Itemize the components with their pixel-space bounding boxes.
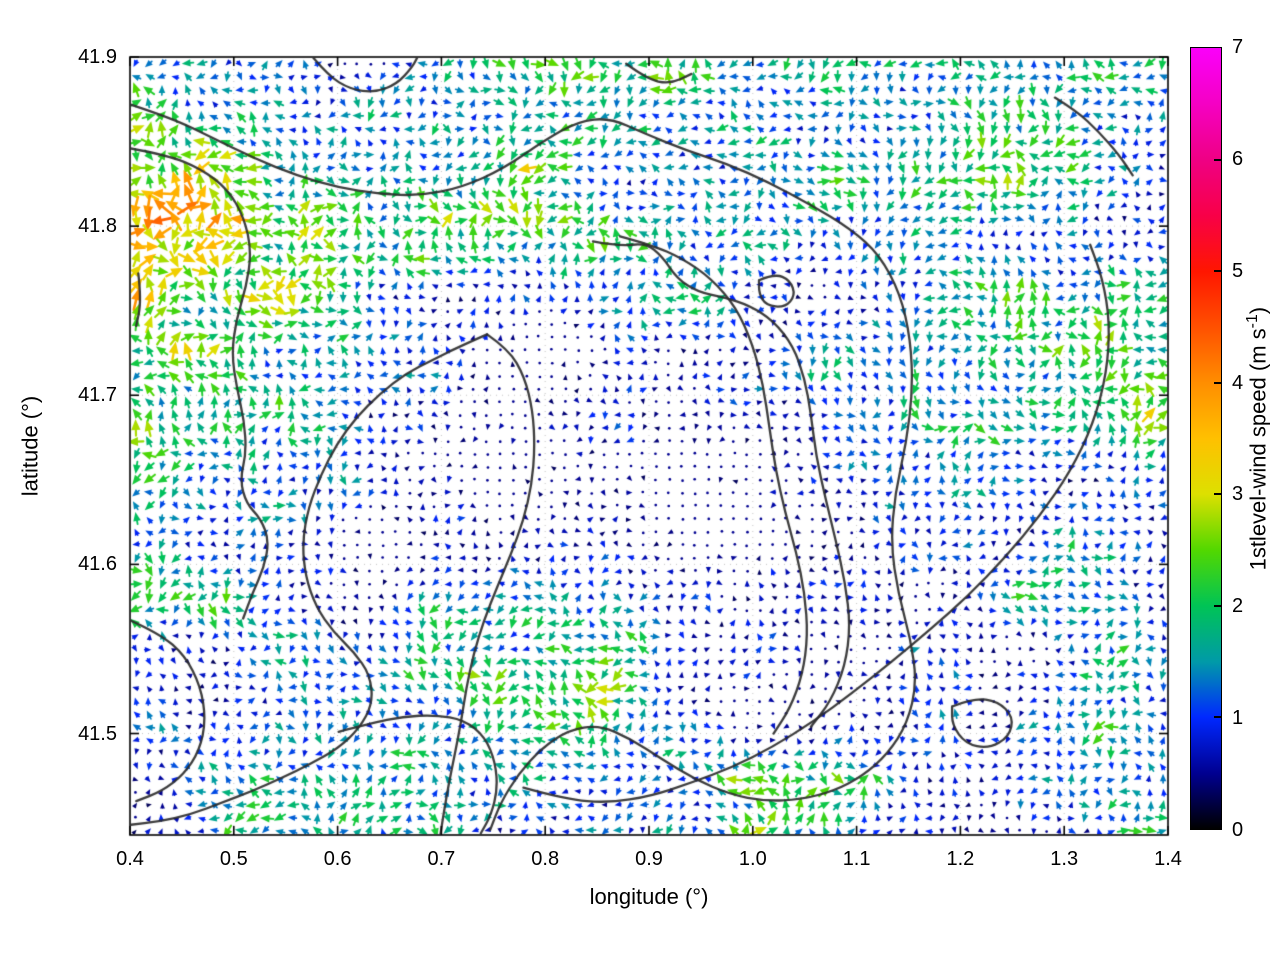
colorbar-tick-label: 6 xyxy=(1232,147,1244,170)
colorbar-label-suffix: ) xyxy=(1245,306,1271,315)
y-axis-label-text: latitude (°) xyxy=(17,395,43,497)
x-tick-label: 1.3 xyxy=(1050,848,1079,870)
x-tick-label: 1.0 xyxy=(738,848,767,870)
colorbar-tick-label: 3 xyxy=(1232,483,1244,506)
x-tick-label: 0.9 xyxy=(635,848,663,870)
y-axis-label: latitude (°) xyxy=(12,57,48,835)
x-tick-label: 0.8 xyxy=(531,848,560,870)
y-tick-label: 41.8 xyxy=(78,215,117,238)
y-tick-label: 41.5 xyxy=(78,722,117,745)
x-tick-label: 1.4 xyxy=(1154,848,1182,870)
x-tick-label: 0.7 xyxy=(427,848,456,870)
x-tick-label: 0.4 xyxy=(116,848,144,870)
x-tick-label: 0.5 xyxy=(219,848,248,870)
colorbar-label: 1stlevel-wind speed (m s-1) xyxy=(1238,47,1278,830)
colorbar-label-prefix: 1stlevel-wind speed (m s xyxy=(1245,328,1271,571)
colorbar-label-superscript: -1 xyxy=(1244,314,1262,329)
colorbar-tick-label: 7 xyxy=(1232,36,1244,58)
colorbar-label-text: 1stlevel-wind speed (m s-1) xyxy=(1244,307,1271,571)
y-tick-label: 41.9 xyxy=(78,46,117,68)
x-tick-label: 1.1 xyxy=(842,848,871,870)
colorbar-tick-label: 2 xyxy=(1232,595,1244,618)
y-tick-label: 41.6 xyxy=(78,553,117,576)
colorbar-tick xyxy=(1214,158,1221,161)
colorbar-tick-label: 5 xyxy=(1232,259,1244,282)
colorbar-gradient xyxy=(1190,47,1222,830)
x-axis-label: longitude (°) xyxy=(589,884,709,909)
x-tick-label: 1.2 xyxy=(946,848,975,870)
y-tick-label: 41.7 xyxy=(78,384,117,407)
colorbar-tick xyxy=(1214,381,1221,384)
colorbar-tick xyxy=(1214,270,1221,273)
colorbar-tick xyxy=(1214,604,1221,607)
colorbar-tick xyxy=(1214,716,1221,719)
colorbar-tick xyxy=(1214,493,1221,496)
colorbar-tick-label: 4 xyxy=(1232,371,1244,394)
colorbar-tick-label: 1 xyxy=(1232,707,1244,730)
colorbar-tick-label: 0 xyxy=(1232,819,1244,841)
x-tick-label: 0.6 xyxy=(323,848,352,870)
